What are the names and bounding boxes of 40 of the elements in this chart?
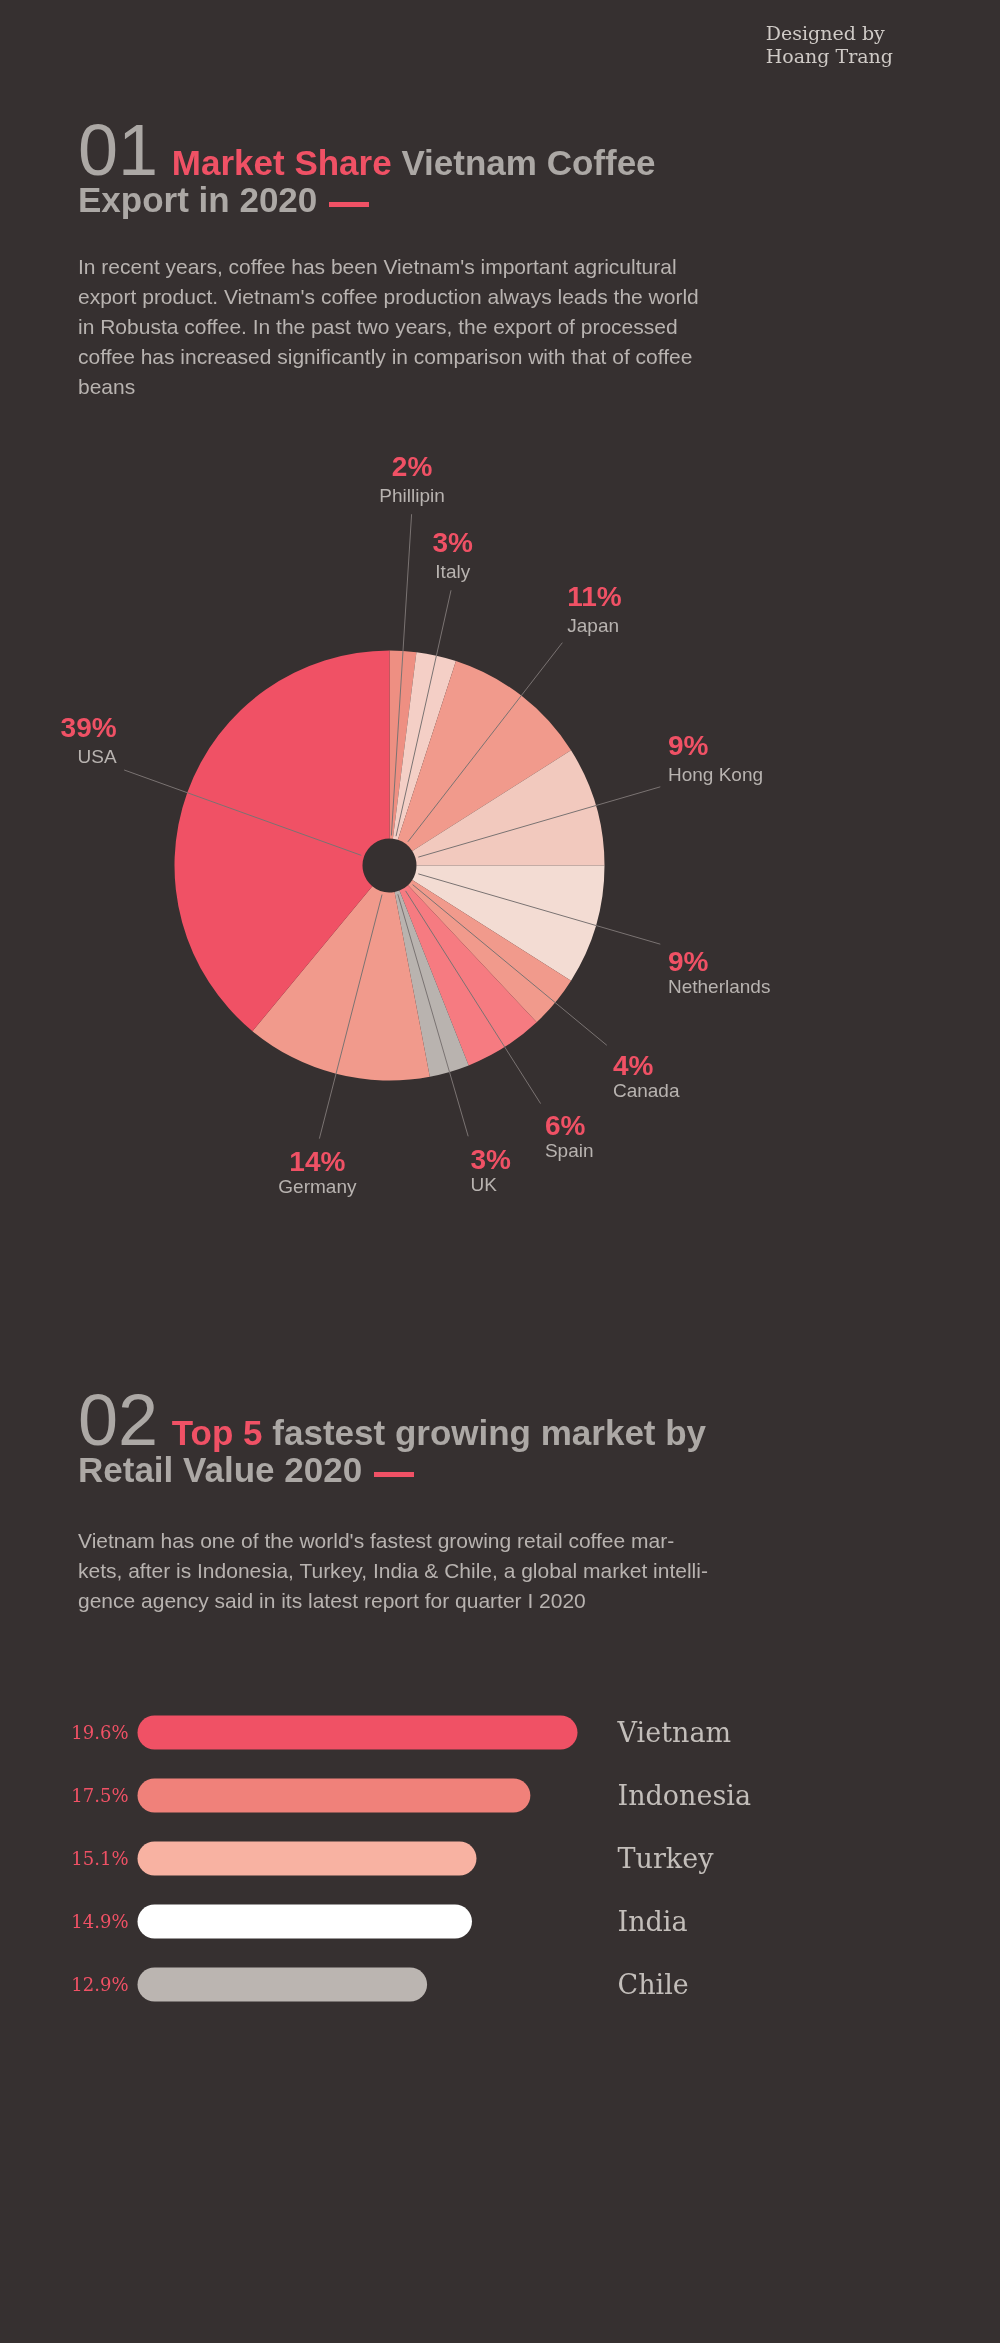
data-label: 14.9% (71, 1911, 129, 1932)
data-label: 15.1% (71, 1848, 129, 1869)
slice-label: UK (470, 1173, 498, 1195)
slice-label: Germany (278, 1176, 357, 1198)
y-tick-label: Turkey (617, 1843, 715, 1874)
slice-label: Netherlands (667, 976, 771, 998)
data-label: 39% (60, 712, 117, 744)
y-tick-label: Chile (617, 1969, 689, 2000)
chart-subtitle: Vietnam has one of the world's fastest growing retail coffee mar- kets, after is Indonesia, Turkey, India & Chile, a global market intelli- gence agency said in its latest report for quarter I 2020 (78, 1528, 708, 1614)
slice-label: Spain (544, 1140, 594, 1162)
data-label: 19.6% (71, 1722, 129, 1743)
data-label: 3% (432, 527, 474, 559)
bar (137, 1904, 472, 1939)
chart-title: 01 Market Share Vietnam Coffee Export in 2020 (78, 110, 656, 219)
slice-label: Japan (567, 615, 620, 637)
y-tick-label: Vietnam (616, 1717, 732, 1748)
data-label: 17.5% (71, 1785, 129, 1806)
data-label: 12.9% (71, 1974, 129, 1995)
slice-label: Phillipin (379, 485, 445, 507)
slice-label: Canada (612, 1080, 680, 1102)
data-label: 9% (667, 729, 709, 761)
y-tick-label: India (617, 1906, 688, 1937)
chart-title: 02 Top 5 fastest growing market by Retail Value 2020 (78, 1380, 707, 1489)
data-label: 3% (470, 1143, 511, 1175)
data-label: 6% (544, 1110, 586, 1142)
data-label: 14% (289, 1146, 346, 1178)
text: Designed by Hoang Trang (765, 22, 893, 68)
data-label: 4% (612, 1050, 654, 1082)
bar (137, 1715, 578, 1750)
bar (137, 1967, 428, 2002)
y-tick-label: Indonesia (617, 1780, 752, 1811)
chart-subtitle: In recent years, coffee has been Vietnam's important agricultural export product. Vietnam's coffee production always leads the world in Robusta coffee. In the past two years, the export of processed coffee has increased significantly in comparison with that of coffee beans (78, 254, 699, 400)
data-label: 9% (667, 946, 709, 978)
bar (137, 1778, 531, 1813)
slice-label: Hong Kong (667, 763, 764, 785)
slice-label: USA (77, 746, 117, 768)
data-label: 11% (567, 581, 622, 613)
slice-label: Italy (435, 561, 471, 583)
bar (137, 1841, 477, 1876)
data-label: 2% (391, 451, 433, 483)
